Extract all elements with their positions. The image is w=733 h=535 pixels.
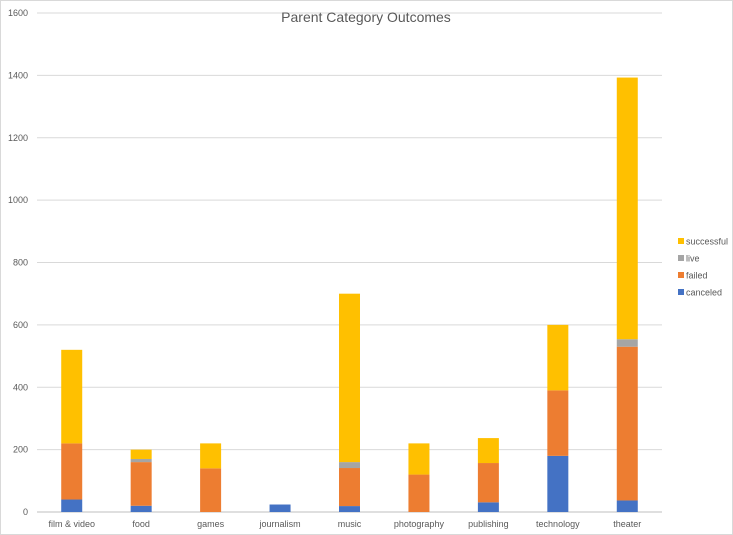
x-category-label: music (338, 519, 362, 529)
bar-segment-canceled (130, 505, 152, 512)
y-tick-label: 400 (13, 382, 28, 392)
y-tick-label: 0 (23, 507, 28, 517)
x-category-label: film & video (48, 519, 95, 529)
legend-swatch-failed (678, 272, 684, 278)
bar-segment-live (130, 458, 152, 463)
bar-segment-successful (339, 293, 360, 463)
x-category-label: journalism (259, 519, 301, 529)
bar-segment-successful (547, 324, 569, 391)
bar-segment-failed (547, 390, 569, 456)
bar-segment-canceled (616, 500, 638, 512)
bar-segment-successful (616, 77, 638, 340)
legend-swatch-successful (678, 238, 684, 244)
legend-swatch-live (678, 255, 684, 261)
bar-segment-canceled (547, 455, 569, 512)
x-category-label: theater (613, 519, 641, 529)
x-axis-categories: film & video food games journalism music phot… (48, 519, 641, 529)
x-category-label: technology (536, 519, 580, 529)
bar-segment-failed (339, 468, 360, 507)
legend-label-live: live (686, 254, 700, 264)
bar-segment-failed (200, 468, 222, 512)
y-tick-label: 1600 (8, 8, 28, 18)
chart-title: Parent Category Outcomes (281, 9, 451, 25)
legend-label-successful: successful (686, 237, 728, 247)
bar-segment-failed (408, 474, 430, 512)
bar-segment-canceled (269, 504, 291, 512)
bar-segment-failed (130, 462, 152, 506)
y-tick-label: 1200 (8, 133, 28, 143)
bar-segment-successful (477, 438, 499, 464)
legend-swatch-canceled (678, 289, 684, 295)
bar-segment-failed (616, 346, 638, 501)
bar-segment-failed (61, 443, 83, 500)
y-tick-label: 200 (13, 445, 28, 455)
bar-segment-successful (408, 443, 430, 475)
bar-segment-successful (200, 443, 222, 469)
y-tick-label: 800 (13, 258, 28, 268)
bar-segment-successful (61, 349, 83, 444)
bar-segment-successful (130, 449, 152, 459)
bars (61, 77, 638, 512)
x-category-label: publishing (468, 519, 509, 529)
y-tick-label: 1400 (8, 70, 28, 80)
x-category-label: games (197, 519, 225, 529)
x-category-label: photography (394, 519, 445, 529)
bar-segment-canceled (61, 499, 83, 512)
y-tick-label: 1000 (8, 195, 28, 205)
legend: successful live failed canceled (678, 237, 728, 298)
legend-label-failed: failed (686, 271, 708, 281)
bar-segment-live (339, 462, 360, 469)
bar-segment-live (616, 339, 638, 347)
bar-segment-canceled (339, 506, 360, 512)
y-axis-ticks: 0 200 400 600 800 1000 1200 1400 1600 (8, 8, 28, 517)
x-category-label: food (132, 519, 150, 529)
legend-label-canceled: canceled (686, 288, 722, 298)
y-tick-label: 600 (13, 320, 28, 330)
bar-segment-canceled (477, 502, 499, 512)
bar-segment-failed (477, 463, 499, 503)
